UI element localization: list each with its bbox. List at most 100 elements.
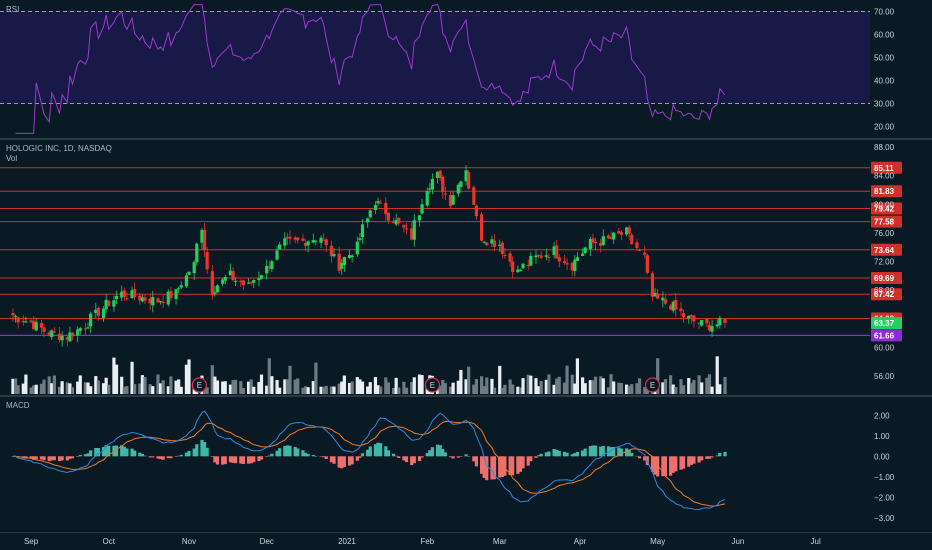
candle-body[interactable] xyxy=(612,232,616,240)
earnings-marker-icon[interactable] xyxy=(424,377,441,393)
candle-body[interactable] xyxy=(340,263,344,269)
candle-body[interactable] xyxy=(76,329,80,336)
candle-body[interactable] xyxy=(166,291,170,305)
candle-body[interactable] xyxy=(39,323,44,328)
candle-body[interactable] xyxy=(86,327,90,329)
candle-body[interactable] xyxy=(472,187,476,205)
candle-body[interactable] xyxy=(96,307,100,316)
candle-body[interactable] xyxy=(557,257,561,262)
candle-body[interactable] xyxy=(723,318,727,323)
candle-body[interactable] xyxy=(580,253,585,256)
candle-body[interactable] xyxy=(311,240,315,243)
candle-body[interactable] xyxy=(112,300,116,307)
candle-body[interactable] xyxy=(503,255,507,257)
candle-body[interactable] xyxy=(386,212,390,221)
candle-body[interactable] xyxy=(464,170,468,182)
candle-body[interactable] xyxy=(94,309,98,314)
candle-body[interactable] xyxy=(78,328,82,331)
candle-body[interactable] xyxy=(485,242,489,246)
candle-body[interactable] xyxy=(521,263,525,269)
candle-body[interactable] xyxy=(319,237,323,243)
candle-body[interactable] xyxy=(573,259,577,272)
candle-body[interactable] xyxy=(267,266,271,268)
candle-body[interactable] xyxy=(544,255,548,257)
candle-body[interactable] xyxy=(601,236,605,245)
candle-body[interactable] xyxy=(34,322,38,331)
candle-body[interactable] xyxy=(301,238,305,241)
candle-body[interactable] xyxy=(650,273,655,297)
candle-body[interactable] xyxy=(547,256,551,258)
candle-body[interactable] xyxy=(32,320,36,330)
candle-body[interactable] xyxy=(187,271,191,275)
candle-body[interactable] xyxy=(500,242,504,254)
candle-body[interactable] xyxy=(89,313,93,327)
candle-body[interactable] xyxy=(120,291,124,298)
candle-body[interactable] xyxy=(394,219,398,225)
candle-body[interactable] xyxy=(630,234,634,244)
candle-body[interactable] xyxy=(645,255,649,273)
candle-body[interactable] xyxy=(52,331,56,333)
candle-body[interactable] xyxy=(270,261,274,270)
candle-body[interactable] xyxy=(174,289,178,300)
candle-body[interactable] xyxy=(21,321,25,323)
candle-body[interactable] xyxy=(47,332,51,336)
candle-body[interactable] xyxy=(29,320,33,323)
candle-body[interactable] xyxy=(324,239,328,246)
candle-body[interactable] xyxy=(158,301,163,303)
candle-body[interactable] xyxy=(456,184,460,194)
candle-body[interactable] xyxy=(107,300,111,306)
candle-body[interactable] xyxy=(397,217,401,224)
candle-body[interactable] xyxy=(443,193,447,195)
candle-body[interactable] xyxy=(210,271,214,295)
candle-body[interactable] xyxy=(373,205,378,211)
candle-body[interactable] xyxy=(192,262,196,274)
candle-body[interactable] xyxy=(710,326,714,332)
candle-body[interactable] xyxy=(366,218,370,223)
candle-body[interactable] xyxy=(83,328,88,330)
candle-body[interactable] xyxy=(65,337,69,340)
candle-body[interactable] xyxy=(306,241,310,246)
candle-body[interactable] xyxy=(674,299,678,310)
candle-body[interactable] xyxy=(125,298,129,300)
candle-body[interactable] xyxy=(653,293,657,297)
candle-body[interactable] xyxy=(555,245,559,259)
candle-body[interactable] xyxy=(661,297,665,301)
candle-body[interactable] xyxy=(221,279,225,284)
candle-body[interactable] xyxy=(156,298,160,303)
candle-body[interactable] xyxy=(482,241,486,243)
candle-body[interactable] xyxy=(347,255,352,259)
candle-body[interactable] xyxy=(697,322,701,324)
candle-body[interactable] xyxy=(329,245,334,257)
candle-body[interactable] xyxy=(441,176,445,193)
candle-body[interactable] xyxy=(130,290,134,298)
candle-body[interactable] xyxy=(151,296,155,306)
candle-body[interactable] xyxy=(50,330,54,338)
candle-body[interactable] xyxy=(459,181,463,187)
candle-body[interactable] xyxy=(104,299,108,310)
candle-body[interactable] xyxy=(448,194,453,206)
candle-body[interactable] xyxy=(606,235,611,239)
candle-body[interactable] xyxy=(707,324,712,331)
earnings-marker-icon[interactable] xyxy=(191,377,207,393)
candle-body[interactable] xyxy=(303,242,308,246)
candle-body[interactable] xyxy=(246,282,251,284)
candle-body[interactable] xyxy=(11,313,15,316)
candle-body[interactable] xyxy=(138,295,142,301)
candle-body[interactable] xyxy=(195,243,199,263)
candle-body[interactable] xyxy=(536,254,541,256)
candle-body[interactable] xyxy=(241,280,245,286)
candle-body[interactable] xyxy=(368,210,372,218)
candle-body[interactable] xyxy=(350,255,354,258)
candle-body[interactable] xyxy=(410,228,414,240)
candle-body[interactable] xyxy=(490,239,494,244)
candle-body[interactable] xyxy=(314,240,318,242)
candle-body[interactable] xyxy=(337,253,341,271)
candle-body[interactable] xyxy=(133,289,137,298)
candle-body[interactable] xyxy=(213,292,217,294)
candle-body[interactable] xyxy=(402,224,406,228)
candle-body[interactable] xyxy=(687,315,691,319)
candle-body[interactable] xyxy=(70,332,75,337)
candle-body[interactable] xyxy=(420,204,424,214)
candle-body[interactable] xyxy=(252,280,256,283)
